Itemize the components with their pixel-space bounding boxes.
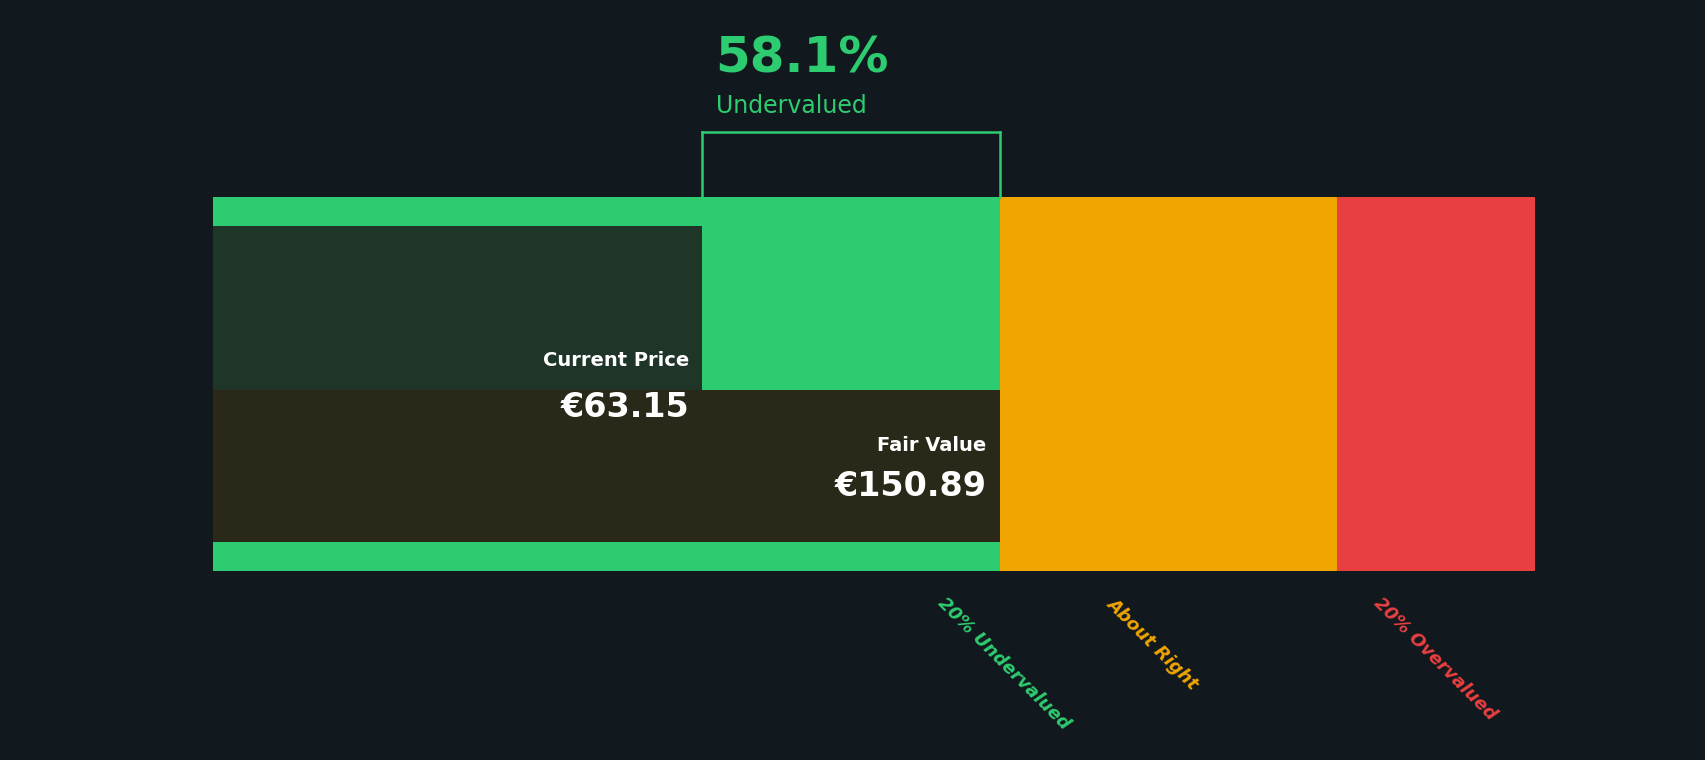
Text: Undervalued: Undervalued xyxy=(716,93,866,118)
Text: 20% Undervalued: 20% Undervalued xyxy=(934,594,1072,733)
Bar xyxy=(213,390,999,542)
Text: 20% Overvalued: 20% Overvalued xyxy=(1369,594,1499,724)
Text: About Right: About Right xyxy=(1101,594,1200,693)
Text: Fair Value: Fair Value xyxy=(876,435,985,454)
Text: €63.15: €63.15 xyxy=(561,391,689,424)
Bar xyxy=(999,197,1337,571)
Bar xyxy=(213,197,999,571)
Text: 58.1%: 58.1% xyxy=(716,34,888,82)
Text: €150.89: €150.89 xyxy=(834,470,985,502)
Text: Current Price: Current Price xyxy=(542,351,689,370)
Bar xyxy=(1337,197,1534,571)
Bar xyxy=(213,226,702,542)
